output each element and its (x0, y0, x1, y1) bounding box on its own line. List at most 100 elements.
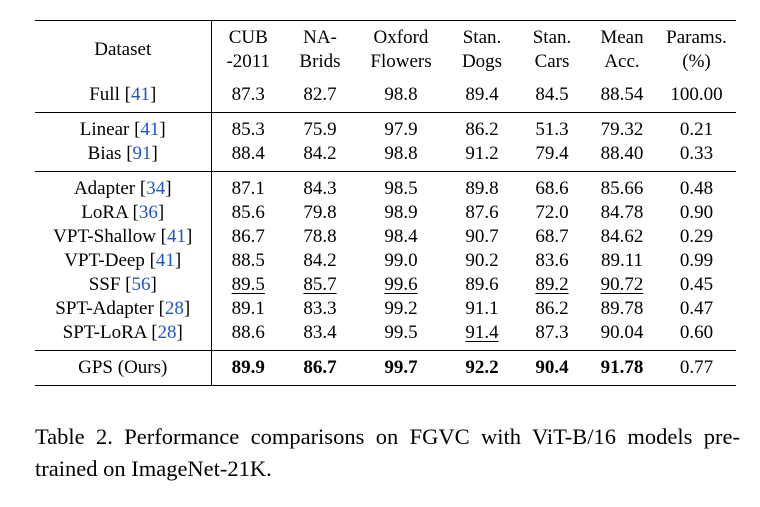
value-cell: 98.8 (355, 142, 447, 172)
value-cell: 0.29 (657, 225, 736, 249)
cell-value: 0.60 (679, 322, 714, 343)
value-cell: 85.7 (285, 273, 355, 297)
header-cub: CUB -2011 (211, 20, 285, 78)
citation-link[interactable]: 41 (155, 250, 175, 271)
value-cell: 87.1 (211, 171, 285, 201)
citation-link[interactable]: 41 (167, 226, 186, 247)
value-cell: 0.60 (657, 321, 736, 351)
value-cell: 98.5 (355, 171, 447, 201)
value-cell: 89.8 (447, 171, 517, 201)
value-cell: 97.9 (355, 112, 447, 142)
cell-value: 91.4 (465, 322, 499, 343)
cell-value: 97.9 (384, 119, 418, 140)
cell-value: 83.6 (535, 250, 569, 271)
cell-value: 91.1 (465, 298, 499, 319)
cell-value: 99.0 (384, 250, 418, 271)
cell-value: 85.3 (231, 119, 265, 140)
cell-value: 0.33 (679, 143, 714, 164)
results-table-container: Dataset CUB -2011 NA- Brids Oxford Flowers … (35, 20, 736, 386)
value-cell: 85.66 (587, 171, 657, 201)
value-cell: 78.8 (285, 225, 355, 249)
table-caption: Table 2. Performance comparisons on FGVC… (35, 424, 740, 481)
value-cell: 91.78 (587, 350, 657, 386)
method-name-cell: LoRA [36] (35, 201, 212, 225)
value-cell: 89.9 (211, 350, 285, 386)
value-cell: 86.7 (211, 225, 285, 249)
value-cell: 90.4 (517, 350, 587, 386)
method-name-cell: SPT-Adapter [28] (35, 297, 212, 321)
citation-link[interactable]: 28 (157, 322, 177, 343)
value-cell: 83.3 (285, 297, 355, 321)
value-cell: 91.1 (447, 297, 517, 321)
citation-link[interactable]: 41 (130, 84, 150, 105)
value-cell: 98.9 (355, 201, 447, 225)
value-cell: 84.78 (587, 201, 657, 225)
method-name-cell: SSF [56] (35, 273, 212, 297)
value-cell: 84.5 (517, 78, 587, 113)
value-cell: 89.1 (211, 297, 285, 321)
value-cell: 68.7 (517, 225, 587, 249)
value-cell: 0.48 (657, 171, 736, 201)
citation-link[interactable]: 34 (146, 178, 166, 199)
value-cell: 89.4 (447, 78, 517, 113)
value-cell: 51.3 (517, 112, 587, 142)
cell-value: 0.47 (679, 298, 714, 319)
table-row: SPT-LoRA [28] 88.6 83.4 99.5 91.4 87.3 90.04 0.… (35, 321, 736, 351)
citation-link[interactable]: 36 (138, 202, 158, 223)
cell-value: 88.5 (231, 250, 265, 271)
method-name-cell: VPT-Deep [41] (35, 249, 212, 273)
cell-value: 89.4 (465, 84, 499, 105)
citation-link[interactable]: 91 (132, 143, 152, 164)
cell-value: 87.3 (535, 322, 569, 343)
cell-value: 87.3 (231, 84, 265, 105)
header-mean: Mean Acc. (587, 20, 657, 78)
value-cell: 79.4 (517, 142, 587, 172)
cell-value: 86.7 (231, 226, 265, 247)
citation-link[interactable]: 56 (131, 274, 151, 295)
value-cell: 83.6 (517, 249, 587, 273)
cell-value: 86.2 (465, 119, 499, 140)
cell-value: 89.8 (465, 178, 499, 199)
value-cell: 72.0 (517, 201, 587, 225)
value-cell: 84.62 (587, 225, 657, 249)
method-name: GPS (Ours) (78, 357, 168, 378)
cell-value: 79.32 (600, 119, 644, 140)
value-cell: 68.6 (517, 171, 587, 201)
cell-value: 99.2 (384, 298, 418, 319)
value-cell: 99.5 (355, 321, 447, 351)
cell-value: 89.1 (231, 298, 265, 319)
value-cell: 87.3 (517, 321, 587, 351)
citation-link[interactable]: 41 (140, 119, 160, 140)
method-name: Full (89, 84, 120, 105)
value-cell: 0.33 (657, 142, 736, 172)
cell-value: 98.4 (384, 226, 418, 247)
header-dataset: Dataset (35, 20, 212, 78)
cell-value: 98.8 (384, 84, 418, 105)
value-cell: 89.78 (587, 297, 657, 321)
method-name-cell: Adapter [34] (35, 171, 212, 201)
method-name: LoRA (81, 202, 128, 223)
method-name-cell: Linear [41] (35, 112, 212, 142)
table-row: GPS (Ours) 89.9 86.7 99.7 92.2 90.4 91.78 0.77 (35, 350, 736, 386)
value-cell: 99.0 (355, 249, 447, 273)
method-name: Adapter (73, 178, 136, 199)
cell-value: 83.4 (303, 322, 337, 343)
cell-value: 84.5 (535, 84, 569, 105)
value-cell: 89.5 (211, 273, 285, 297)
value-cell: 0.77 (657, 350, 736, 386)
cell-value: 90.04 (600, 322, 644, 343)
header-params: Params. (%) (657, 20, 736, 78)
table-row: VPT-Shallow [41] 86.7 78.8 98.4 90.7 68.7 84.6… (35, 225, 736, 249)
cell-value: 0.99 (679, 250, 714, 271)
value-cell: 0.47 (657, 297, 736, 321)
method-name: SPT-LoRA (62, 322, 147, 343)
cell-value: 84.62 (600, 226, 644, 247)
table-body: Full [41] 87.3 82.7 98.8 89.4 84.5 88.54 100.00… (35, 78, 736, 386)
cell-value: 98.9 (384, 202, 418, 223)
table-row: Adapter [34] 87.1 84.3 98.5 89.8 68.6 85.66 0.4… (35, 171, 736, 201)
method-name: Bias (87, 143, 122, 164)
cell-value: 90.72 (600, 274, 644, 295)
value-cell: 99.6 (355, 273, 447, 297)
cell-value: 90.4 (535, 357, 569, 378)
citation-link[interactable]: 28 (164, 298, 184, 319)
